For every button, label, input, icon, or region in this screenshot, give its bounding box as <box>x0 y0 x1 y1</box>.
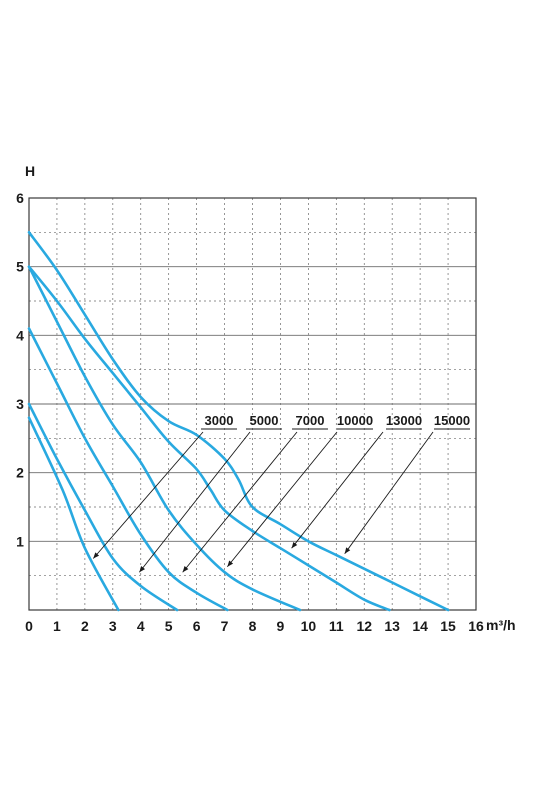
x-axis-label: m³/h <box>486 617 516 633</box>
x-tick-label: 14 <box>412 618 428 634</box>
x-tick-label: 2 <box>81 618 89 634</box>
y-tick-label: 5 <box>16 259 24 275</box>
curve-label-10000: 10000 <box>337 413 373 428</box>
x-tick-label: 8 <box>249 618 257 634</box>
leader-line-10000 <box>227 431 338 568</box>
y-axis-label: H <box>25 163 35 179</box>
x-tick-label: 9 <box>277 618 285 634</box>
curve-5000 <box>27 402 179 612</box>
leader-line-15000 <box>344 431 434 554</box>
x-tick-label: 3 <box>109 618 117 634</box>
leader-arrowhead <box>291 541 298 549</box>
x-tick-label: 12 <box>356 618 372 634</box>
curve-label-13000: 13000 <box>386 413 422 428</box>
x-tick-label: 0 <box>25 618 33 634</box>
grid <box>29 198 476 610</box>
y-tick-label: 2 <box>16 465 24 481</box>
y-tick-label: 4 <box>16 327 24 343</box>
y-tick-label: 6 <box>16 190 24 206</box>
curve-label-15000: 15000 <box>434 413 470 428</box>
x-tick-label: 6 <box>193 618 201 634</box>
leader-line-3000 <box>92 431 204 559</box>
x-tick-label: 7 <box>221 618 229 634</box>
x-tick-label: 15 <box>440 618 456 634</box>
curve-3000 <box>27 416 120 612</box>
x-tick-label: 11 <box>329 618 344 634</box>
x-tick-label: 13 <box>384 618 400 634</box>
curve-15000 <box>27 231 450 612</box>
leader-arrowhead <box>93 552 100 559</box>
leader-arrowhead <box>344 547 351 554</box>
leader-arrowhead <box>227 560 234 567</box>
curve-10000 <box>27 265 302 612</box>
curves <box>27 231 450 612</box>
leader-line-7000 <box>182 431 298 573</box>
curve-label-3000: 3000 <box>205 413 234 428</box>
curve-7000 <box>27 327 229 612</box>
leader-arrowhead <box>182 566 189 573</box>
x-tick-label: 1 <box>53 618 61 634</box>
curve-label-5000: 5000 <box>250 413 279 428</box>
x-tick-label: 10 <box>301 618 317 634</box>
x-tick-label: 5 <box>165 618 173 634</box>
curve-label-7000: 7000 <box>296 413 325 428</box>
leader-line-13000 <box>291 431 384 549</box>
x-tick-label: 4 <box>137 618 145 634</box>
y-tick-label: 3 <box>16 396 24 412</box>
x-tick-label: 16 <box>468 618 484 634</box>
y-tick-label: 1 <box>16 533 24 549</box>
leader-arrowhead <box>139 565 146 573</box>
curve-13000 <box>27 265 391 612</box>
leader-line-5000 <box>138 431 251 573</box>
callout-leaders <box>92 428 470 573</box>
